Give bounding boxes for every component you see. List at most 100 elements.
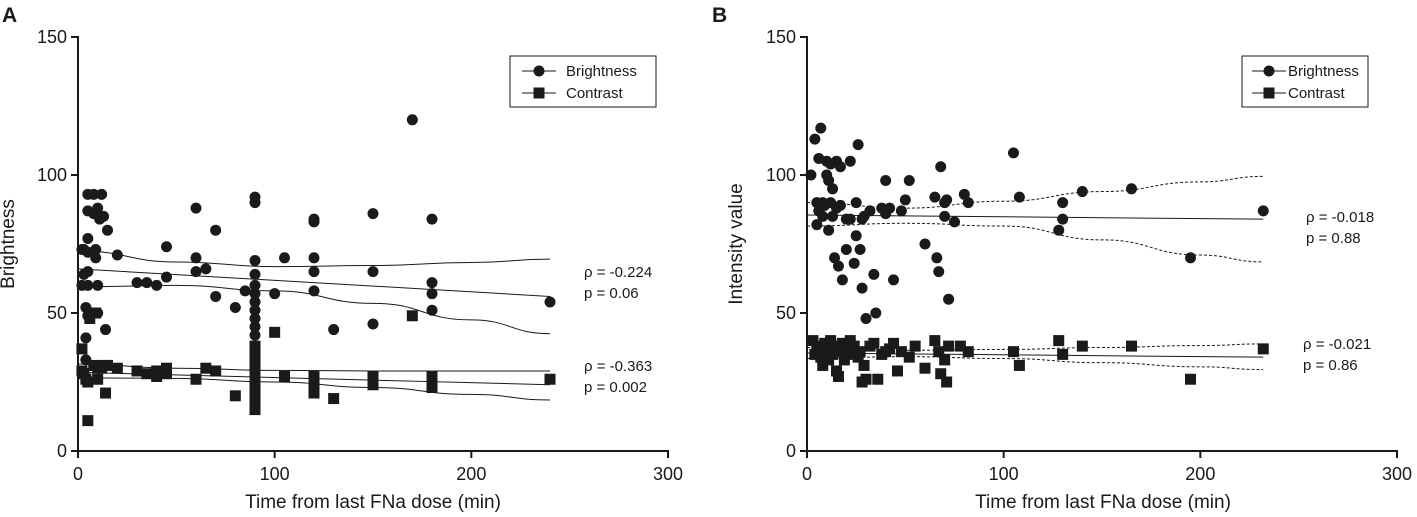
point-contrast-b xyxy=(895,346,907,358)
y-tick-label-a: 100 xyxy=(37,165,67,185)
point-brightness-b xyxy=(868,268,880,280)
point-contrast-b xyxy=(858,359,870,371)
point-contrast-a xyxy=(308,387,320,399)
point-brightness-b xyxy=(836,274,848,286)
point-contrast-a xyxy=(249,357,261,369)
point-contrast-b xyxy=(1008,346,1019,358)
point-brightness-b xyxy=(895,205,907,217)
point-brightness-a xyxy=(308,266,320,278)
point-brightness-a xyxy=(426,277,438,289)
point-brightness-a xyxy=(269,288,281,300)
point-brightness-b xyxy=(1008,147,1019,159)
point-contrast-b xyxy=(832,370,844,382)
point-contrast-a xyxy=(151,365,163,377)
point-brightness-a xyxy=(239,285,251,297)
point-brightness-b xyxy=(884,202,896,214)
point-contrast-b xyxy=(919,362,931,374)
point-brightness-b xyxy=(1076,186,1088,198)
point-brightness-a xyxy=(141,277,153,289)
point-brightness-b xyxy=(848,257,860,269)
point-contrast-b xyxy=(831,365,842,377)
point-contrast-b xyxy=(1053,335,1065,347)
point-contrast-a xyxy=(249,382,261,394)
point-brightness-b xyxy=(941,194,953,206)
point-brightness-a xyxy=(88,188,100,200)
point-contrast-a xyxy=(131,365,143,377)
legend-label-brightness-a: Brightness xyxy=(566,63,637,80)
point-contrast-a xyxy=(426,370,438,382)
point-brightness-a xyxy=(544,296,556,308)
point-contrast-b xyxy=(868,337,880,349)
point-brightness-a xyxy=(249,288,261,300)
point-brightness-a xyxy=(100,324,112,336)
x-axis-title-a: Time from last FNa dose (min) xyxy=(245,492,501,513)
point-contrast-a xyxy=(100,387,112,399)
y-tick-label-b: 100 xyxy=(766,165,796,185)
point-contrast-b xyxy=(838,354,850,366)
point-contrast-a xyxy=(92,373,104,385)
point-brightness-b xyxy=(817,210,829,222)
x-ticks-b: 0 100 200 300 xyxy=(802,451,1412,484)
point-contrast-a xyxy=(279,370,290,382)
point-contrast-b xyxy=(909,340,921,352)
legend-marker-contrast-a xyxy=(533,87,545,99)
point-contrast-b xyxy=(884,343,896,355)
stat-p-brightness-a: p = 0.06 xyxy=(584,285,639,302)
point-brightness-a xyxy=(131,277,143,289)
point-brightness-b xyxy=(834,161,846,173)
point-contrast-b xyxy=(1185,373,1196,385)
point-brightness-a xyxy=(249,321,261,333)
legend-box-b xyxy=(1241,55,1369,108)
point-contrast-b xyxy=(1013,359,1025,371)
point-brightness-b xyxy=(844,155,856,167)
point-contrast-a xyxy=(328,393,340,405)
y-tick-label-b: 0 xyxy=(786,441,796,461)
point-contrast-b xyxy=(929,335,941,347)
legend-marker-brightness-b xyxy=(1263,65,1275,77)
point-brightness-a xyxy=(111,249,123,261)
point-brightness-b xyxy=(829,252,841,264)
point-contrast-a xyxy=(200,362,212,374)
ci-lower-brightness-a xyxy=(77,284,551,335)
point-brightness-b xyxy=(852,139,864,151)
point-brightness-b xyxy=(943,293,955,305)
point-brightness-a xyxy=(426,304,438,316)
point-contrast-a xyxy=(367,370,379,382)
point-contrast-b xyxy=(891,365,903,377)
stats-contrast-a: ρ = -0.363 p = 0.002 xyxy=(584,358,652,396)
point-brightness-b xyxy=(903,175,915,187)
point-contrast-a xyxy=(249,393,261,405)
stat-rho-contrast-b: ρ = -0.021 xyxy=(1303,336,1371,353)
legend-label-brightness-b: Brightness xyxy=(1288,63,1359,80)
point-brightness-a xyxy=(98,210,110,222)
point-contrast-a xyxy=(544,373,556,385)
point-brightness-a xyxy=(249,304,261,316)
point-contrast-b xyxy=(821,343,833,355)
point-brightness-b xyxy=(827,210,839,222)
point-contrast-b xyxy=(817,359,829,371)
point-contrast-b xyxy=(954,340,966,352)
point-brightness-a xyxy=(249,268,261,280)
point-brightness-b xyxy=(888,274,900,286)
point-brightness-b xyxy=(949,216,960,228)
stat-p-brightness-b: p = 0.88 xyxy=(1306,230,1361,247)
point-brightness-b xyxy=(1013,191,1025,203)
point-brightness-b xyxy=(919,238,931,250)
panel-b: B 0 50 100 150 0 100 200 300 Intensity value T… xyxy=(712,4,1412,513)
point-contrast-b xyxy=(815,351,827,363)
x-tick-label-b: 100 xyxy=(989,464,1019,484)
point-contrast-b xyxy=(872,373,884,385)
point-contrast-b xyxy=(813,346,825,358)
point-brightness-a xyxy=(190,252,202,264)
stat-rho-brightness-b: ρ = -0.018 xyxy=(1306,209,1374,226)
ci-upper-brightness-b xyxy=(806,175,1264,209)
fit-line-brightness-a xyxy=(77,268,551,297)
point-brightness-b xyxy=(864,205,876,217)
legend-label-contrast-a: Contrast xyxy=(566,85,624,102)
point-contrast-b xyxy=(933,346,945,358)
point-brightness-b xyxy=(815,122,827,134)
point-contrast-a xyxy=(82,376,94,388)
point-brightness-b xyxy=(860,313,872,325)
point-contrast-b xyxy=(848,340,860,352)
point-brightness-a xyxy=(249,296,261,308)
